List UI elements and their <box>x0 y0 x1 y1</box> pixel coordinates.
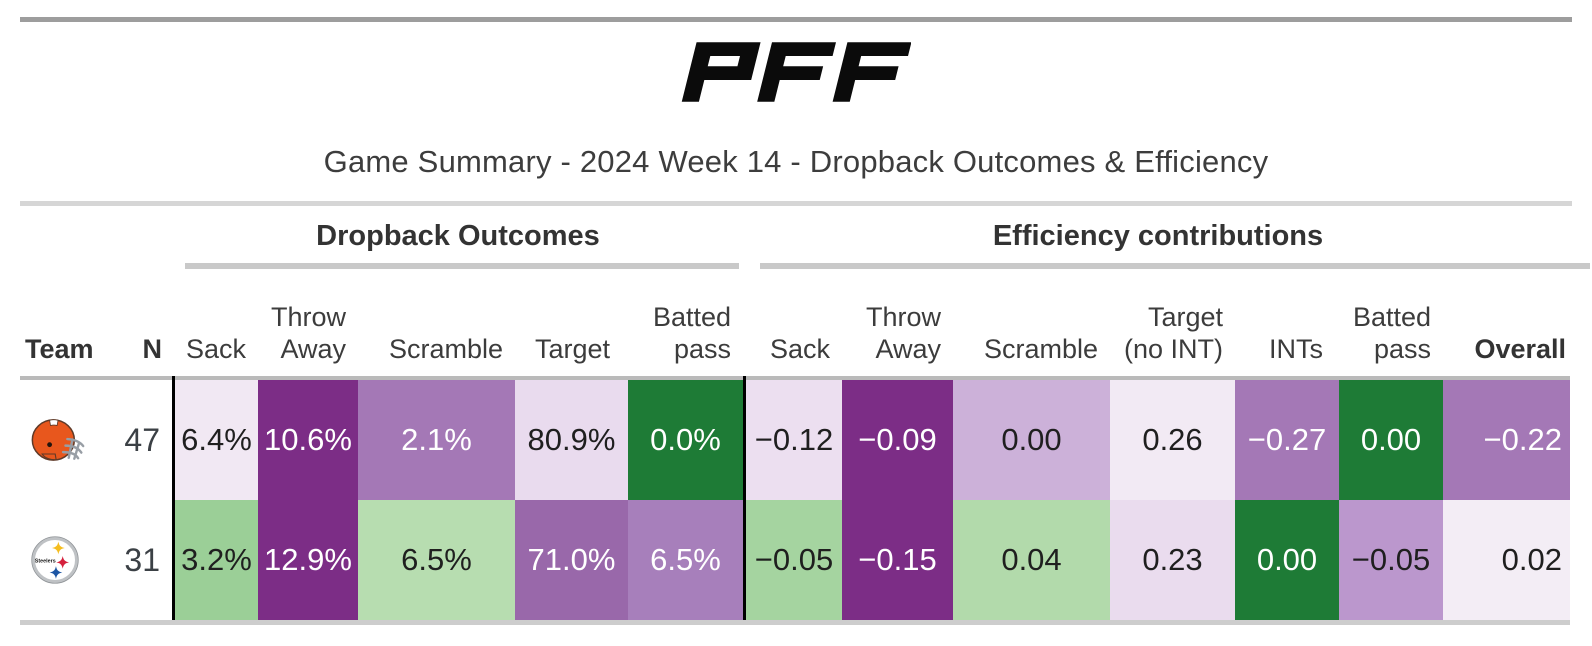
pff-logo-icon <box>681 42 911 102</box>
column-header-efficiency-batted-pass: Batted pass <box>1352 302 1431 365</box>
column-header-dropback-throw-away: Throw Away <box>270 302 346 365</box>
column-header-dropback-target: Target <box>534 334 610 365</box>
cell-dropback-target: 71.0% <box>515 500 628 620</box>
cell-efficiency-sack: −0.05 <box>746 500 842 620</box>
cell-efficiency-scramble: 0.00 <box>953 380 1110 500</box>
svg-text:Steelers: Steelers <box>35 558 56 564</box>
top-rule <box>20 17 1572 22</box>
page-title: Game Summary - 2024 Week 14 - Dropback O… <box>323 144 1269 179</box>
cell-dropback-throw-away: 10.6% <box>258 380 358 500</box>
cell-efficiency-batted-pass: −0.05 <box>1339 500 1443 620</box>
cell-efficiency-target-no-int: 0.23 <box>1110 500 1235 620</box>
cell-dropback-scramble: 6.5% <box>358 500 515 620</box>
cell-dropback-batted-pass: 0.0% <box>628 380 743 500</box>
column-header-efficiency-scramble: Scramble <box>983 334 1098 365</box>
cell-dropback-sack: 3.2% <box>175 500 258 620</box>
cell-dropback-batted-pass: 6.5% <box>628 500 743 620</box>
title-rule <box>20 201 1572 206</box>
column-header-overall: Overall <box>1474 334 1566 365</box>
cell-efficiency-scramble: 0.04 <box>953 500 1110 620</box>
team-n-value: 31 <box>124 541 160 578</box>
cell-overall: −0.22 <box>1443 380 1570 500</box>
column-header-dropback-sack: Sack <box>185 334 246 365</box>
cell-efficiency-batted-pass: 0.00 <box>1339 380 1443 500</box>
header-separator-rule <box>20 376 1570 380</box>
cell-efficiency-throw-away: −0.09 <box>842 380 953 500</box>
table-row-steelers: Steelers 31 3.2% 12.9% 6.5% 71.0% 6.5% −… <box>0 500 1592 620</box>
browns-helmet-icon <box>31 419 85 461</box>
steelers-logo-icon: Steelers <box>31 536 79 584</box>
cell-dropback-sack: 6.4% <box>175 380 258 500</box>
group-header-dropback-outcomes: Dropback Outcomes <box>316 219 600 252</box>
column-header-efficiency-ints: INTs <box>1269 334 1323 365</box>
group-underline-dropback <box>185 263 739 269</box>
column-header-efficiency-target-no-int: Target (no INT) <box>1123 302 1223 365</box>
cell-dropback-scramble: 2.1% <box>358 380 515 500</box>
cell-efficiency-target-no-int: 0.26 <box>1110 380 1235 500</box>
table-row-browns: 47 6.4% 10.6% 2.1% 80.9% 0.0% −0.12 −0.0… <box>0 380 1592 500</box>
team-n-value: 47 <box>124 421 160 458</box>
column-header-efficiency-throw-away: Throw Away <box>865 302 941 365</box>
column-header-dropback-batted-pass: Batted pass <box>652 302 731 365</box>
column-divider-right <box>743 376 746 622</box>
team-cell <box>30 380 110 500</box>
cell-efficiency-ints: 0.00 <box>1235 500 1339 620</box>
cell-dropback-throw-away: 12.9% <box>258 500 358 620</box>
group-header-efficiency-contributions: Efficiency contributions <box>992 219 1324 252</box>
team-cell: Steelers <box>30 500 110 620</box>
bottom-rule <box>20 620 1570 625</box>
column-header-team: Team <box>25 334 94 365</box>
column-header-efficiency-sack: Sack <box>769 334 830 365</box>
cell-efficiency-throw-away: −0.15 <box>842 500 953 620</box>
pff-logo <box>0 40 1592 104</box>
cell-efficiency-ints: −0.27 <box>1235 380 1339 500</box>
column-header-dropback-scramble: Scramble <box>388 334 503 365</box>
cell-dropback-target: 80.9% <box>515 380 628 500</box>
column-divider-left <box>172 376 175 622</box>
cell-overall: 0.02 <box>1443 500 1570 620</box>
column-header-row: Team N Sack Throw Away Scramble Target B… <box>0 276 1592 366</box>
column-header-n: N <box>142 334 163 365</box>
group-underline-efficiency <box>760 263 1590 269</box>
cell-efficiency-sack: −0.12 <box>746 380 842 500</box>
